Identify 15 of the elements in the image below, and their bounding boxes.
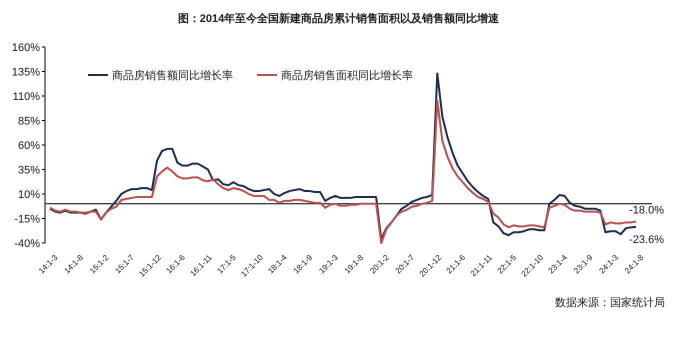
- y-tick-label: -15%: [14, 214, 40, 226]
- y-tick-label: 85%: [18, 116, 40, 128]
- annotation: -23.6%: [629, 234, 664, 246]
- y-tick-label: -40%: [14, 238, 40, 250]
- chart-title: 图：2014年至今全国新建商品房累计销售面积以及销售额同比增速: [178, 12, 500, 25]
- y-tick-label: 35%: [18, 164, 40, 176]
- source-note: 数据来源：国家统计局: [555, 296, 665, 309]
- y-tick-label: 60%: [18, 140, 40, 152]
- y-tick-label: 110%: [12, 91, 40, 103]
- y-tick-label: 135%: [12, 66, 40, 78]
- annotation: -18.0%: [629, 204, 664, 216]
- legend-label: 商品房销售额同比增长率: [112, 69, 233, 82]
- y-tick-label: 10%: [18, 189, 40, 201]
- y-tick-label: 160%: [12, 42, 40, 54]
- legend-label: 商品房销售面积同比增长率: [281, 69, 413, 82]
